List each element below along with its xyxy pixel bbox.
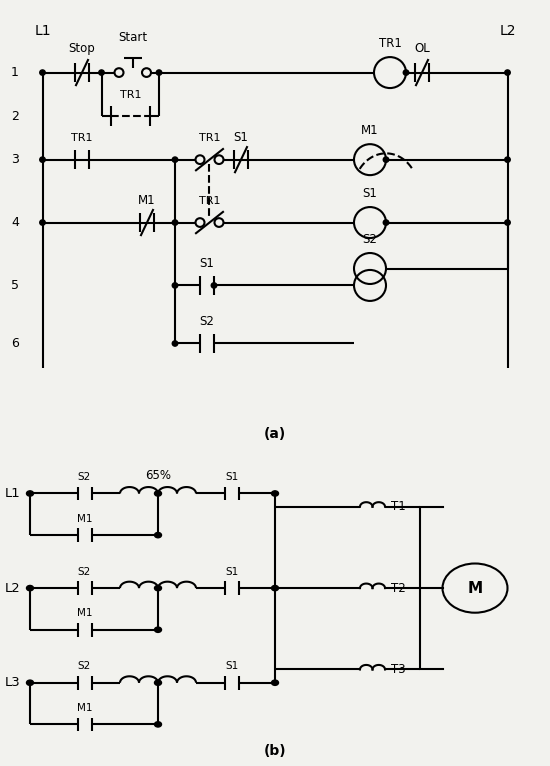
- Circle shape: [505, 157, 510, 162]
- Text: 65%: 65%: [145, 469, 171, 482]
- Circle shape: [99, 70, 104, 75]
- Circle shape: [383, 220, 389, 225]
- Circle shape: [155, 491, 162, 496]
- Text: T3: T3: [391, 663, 406, 676]
- Text: S2: S2: [200, 315, 215, 328]
- Text: L2: L2: [4, 581, 20, 594]
- Text: S1: S1: [234, 131, 249, 144]
- Circle shape: [155, 680, 162, 686]
- Text: L1: L1: [34, 25, 51, 38]
- Text: M: M: [468, 581, 482, 596]
- Text: S2: S2: [362, 234, 377, 247]
- Text: 6: 6: [11, 337, 19, 350]
- Text: (b): (b): [263, 744, 287, 758]
- Circle shape: [156, 70, 162, 75]
- Circle shape: [272, 491, 278, 496]
- Circle shape: [172, 157, 178, 162]
- Circle shape: [383, 157, 389, 162]
- Circle shape: [172, 283, 178, 288]
- Text: S1: S1: [200, 257, 215, 270]
- Circle shape: [155, 585, 162, 591]
- Text: S2: S2: [78, 662, 91, 672]
- Text: S1: S1: [226, 662, 239, 672]
- Text: L2: L2: [499, 25, 516, 38]
- Text: S1: S1: [362, 188, 377, 201]
- Circle shape: [172, 220, 178, 225]
- Circle shape: [272, 585, 278, 591]
- Text: L1: L1: [4, 487, 20, 500]
- Text: 4: 4: [11, 216, 19, 229]
- Text: TR1: TR1: [119, 90, 141, 100]
- Text: 2: 2: [11, 110, 19, 123]
- Text: (a): (a): [264, 427, 286, 440]
- Text: Start: Start: [118, 31, 147, 44]
- Text: S2: S2: [78, 567, 91, 577]
- Text: Stop: Stop: [69, 42, 95, 55]
- Circle shape: [211, 283, 217, 288]
- Text: M1: M1: [77, 703, 92, 713]
- Circle shape: [26, 491, 34, 496]
- Text: M1: M1: [138, 194, 156, 207]
- Circle shape: [172, 341, 178, 346]
- Circle shape: [155, 627, 162, 633]
- Text: T2: T2: [391, 581, 406, 594]
- Circle shape: [40, 157, 45, 162]
- Circle shape: [505, 70, 510, 75]
- Circle shape: [403, 70, 409, 75]
- Text: M1: M1: [77, 514, 92, 524]
- Text: TR1: TR1: [378, 38, 402, 51]
- Text: TR1: TR1: [199, 133, 220, 143]
- Circle shape: [505, 220, 510, 225]
- Text: S2: S2: [78, 472, 91, 483]
- Circle shape: [40, 220, 45, 225]
- Text: M1: M1: [361, 125, 379, 137]
- Circle shape: [26, 680, 34, 686]
- Text: S1: S1: [226, 472, 239, 483]
- Text: 3: 3: [11, 153, 19, 166]
- Text: 1: 1: [11, 66, 19, 79]
- Text: TR1: TR1: [72, 133, 93, 143]
- Text: TR1: TR1: [199, 196, 220, 206]
- Text: S1: S1: [226, 567, 239, 577]
- Text: 5: 5: [11, 279, 19, 292]
- Circle shape: [272, 680, 278, 686]
- Text: L3: L3: [4, 676, 20, 689]
- Text: OL: OL: [414, 42, 430, 55]
- Text: M1: M1: [77, 608, 92, 618]
- Circle shape: [26, 585, 34, 591]
- Circle shape: [155, 722, 162, 727]
- Circle shape: [40, 70, 45, 75]
- Text: T1: T1: [391, 500, 406, 513]
- Circle shape: [155, 532, 162, 538]
